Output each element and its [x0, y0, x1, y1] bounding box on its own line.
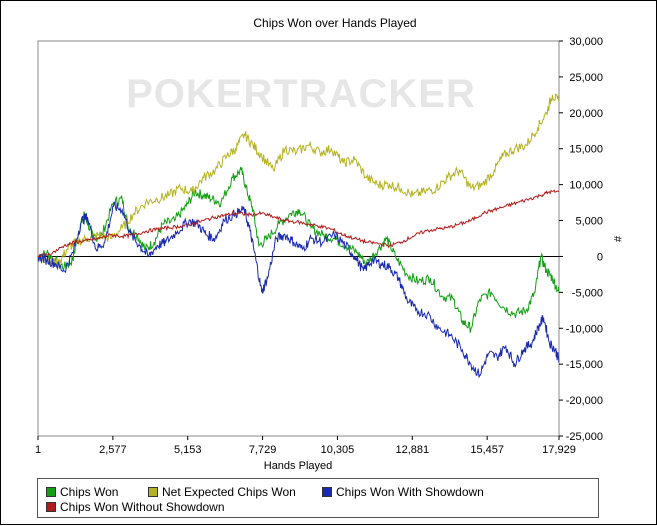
y-tick-label: -15,000 [566, 359, 603, 371]
legend-label: Chips Won With Showdown [336, 485, 484, 499]
legend-item-net-expected: Net Expected Chips Won [148, 485, 296, 499]
x-tick-label: 12,881 [395, 444, 429, 456]
legend-label: Net Expected Chips Won [162, 485, 296, 499]
y-tick-label: -20,000 [566, 395, 603, 407]
series-line-chips-won-without-showdown [37, 189, 560, 257]
y-tick-label: 5,000 [575, 216, 603, 228]
legend-item-without-showdown: Chips Won Without Showdown [46, 500, 225, 514]
series-line-net-expected-chips-won [37, 93, 560, 268]
legend-swatch-with-showdown [322, 487, 332, 497]
y-axis: 30,000 25,000 20,000 15,000 10,000 5,000 0 -5,0… [559, 36, 603, 443]
y-axis-title: # [611, 236, 623, 243]
x-tick-label: 10,305 [321, 444, 355, 456]
x-axis-title: Hands Played [264, 460, 333, 472]
legend-label: Chips Won [60, 485, 119, 499]
x-tick-label: 17,929 [542, 444, 576, 456]
y-tick-label: 25,000 [569, 72, 603, 84]
legend-swatch-net-expected [148, 487, 158, 497]
legend-swatch-chips-won [46, 487, 56, 497]
legend: Chips Won Net Expected Chips Won Chips W… [37, 478, 599, 518]
y-tick-label: 10,000 [569, 180, 603, 192]
series-line-chips-won-with-showdown [37, 201, 560, 378]
plot-area [37, 40, 560, 437]
y-tick-label: 20,000 [569, 108, 603, 120]
x-tick-label: 7,729 [249, 444, 277, 456]
y-tick-label: 15,000 [569, 144, 603, 156]
x-tick-label: 1 [35, 444, 41, 456]
y-tick-label: -5,000 [572, 287, 603, 299]
x-tick-label: 2,577 [99, 444, 127, 456]
series-line-chips-won [37, 166, 560, 333]
x-tick-label: 5,153 [174, 444, 202, 456]
y-tick-label: 0 [597, 251, 603, 263]
x-tick-label: 15,457 [470, 444, 504, 456]
legend-item-chips-won: Chips Won [46, 485, 118, 499]
legend-item-with-showdown: Chips Won With Showdown [322, 485, 484, 499]
y-tick-label: -10,000 [566, 323, 603, 335]
series-layer [37, 93, 560, 378]
chart-title: Chips Won over Hands Played [253, 16, 416, 30]
watermark: POKERTRACKER [126, 72, 476, 116]
y-tick-label: 30,000 [569, 36, 603, 48]
y-tick-label: -25,000 [566, 431, 603, 443]
legend-label: Chips Won Without Showdown [60, 500, 225, 514]
legend-swatch-without-showdown [46, 502, 56, 512]
x-axis: 1 2,577 5,153 7,729 10,305 12,881 15,457 17,929 [35, 436, 576, 456]
